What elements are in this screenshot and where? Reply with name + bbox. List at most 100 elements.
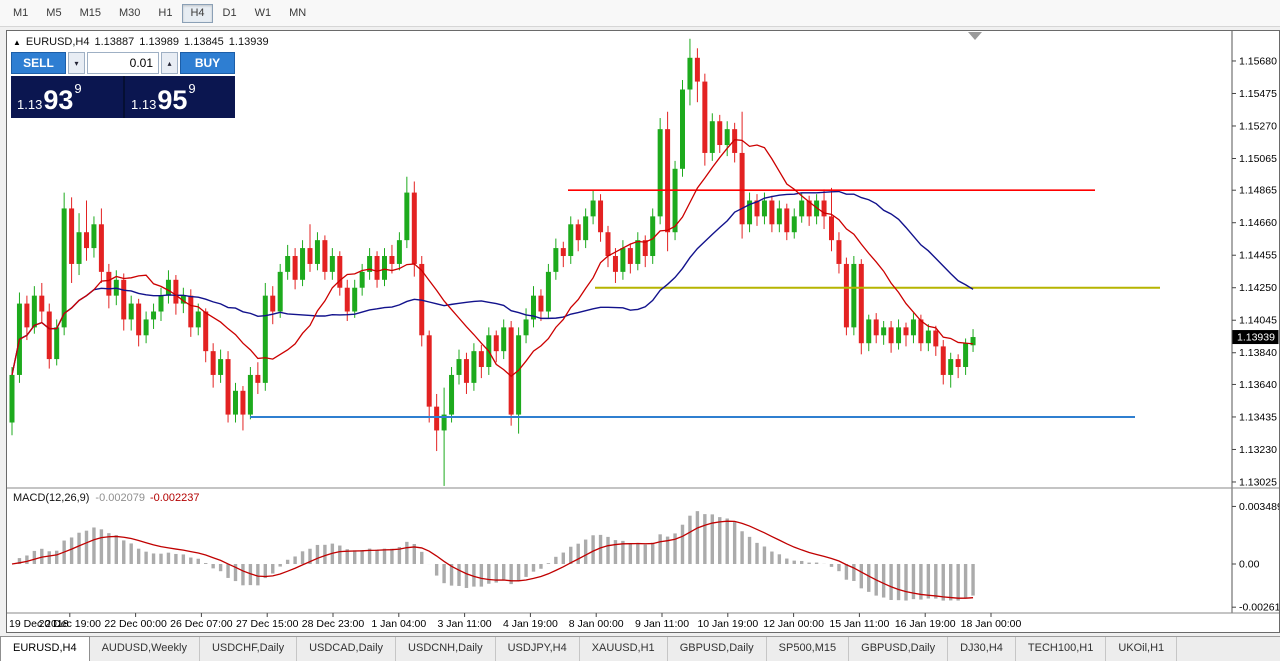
candle <box>948 359 954 375</box>
one-click-trading-panel: SELL ▾ 0.01 ▴ BUY 1.13 93 9 1.13 95 9 <box>11 52 235 118</box>
volume-decrease-button[interactable]: ▾ <box>68 52 85 74</box>
timeframe-button-mn[interactable]: MN <box>281 4 314 23</box>
candle <box>270 295 276 312</box>
tab-usdcad-daily[interactable]: USDCAD,Daily <box>297 637 397 661</box>
tab-gbpusd-daily[interactable]: GBPUSD,Daily <box>849 637 949 661</box>
candle <box>31 295 37 328</box>
price-axis-label: 1.14660 <box>1239 217 1277 229</box>
candle <box>359 271 365 288</box>
price-axis-label: 1.15680 <box>1239 55 1277 67</box>
ohlc-high: 1.13989 <box>139 36 180 48</box>
candle <box>925 330 931 344</box>
candle <box>195 311 201 328</box>
buy-price-prefix: 1.13 <box>131 97 157 112</box>
candle <box>687 57 693 90</box>
candle <box>598 200 604 233</box>
candle <box>702 81 708 153</box>
candle <box>449 374 455 415</box>
sell-price-display[interactable]: 1.13 93 9 <box>11 76 123 118</box>
candle <box>329 256 335 272</box>
candle <box>665 129 671 233</box>
candle <box>441 414 447 431</box>
candle <box>322 240 328 272</box>
candle <box>352 287 358 312</box>
chart-shift-marker <box>968 32 982 40</box>
timeframe-button-w1[interactable]: W1 <box>247 4 280 23</box>
buy-button[interactable]: BUY <box>180 52 235 74</box>
buy-price-display[interactable]: 1.13 95 9 <box>123 76 235 118</box>
candle <box>761 200 767 217</box>
timeframe-button-d1[interactable]: D1 <box>215 4 245 23</box>
volume-increase-button[interactable]: ▴ <box>161 52 178 74</box>
candle <box>337 256 343 288</box>
candle <box>620 248 626 272</box>
current-price-tag: 1.13939 <box>1232 330 1279 345</box>
candle <box>121 279 127 320</box>
tab-usdchf-daily[interactable]: USDCHF,Daily <box>200 637 298 661</box>
time-axis-label: 22 Dec 00:00 <box>104 618 167 630</box>
tab-usdcnh-daily[interactable]: USDCNH,Daily <box>396 637 496 661</box>
candle <box>367 256 373 272</box>
volume-input[interactable]: 0.01 <box>87 52 159 74</box>
timeframe-button-h1[interactable]: H1 <box>150 4 180 23</box>
candle <box>829 216 834 241</box>
price-axis-label: 1.14455 <box>1239 250 1277 262</box>
candle <box>173 279 179 304</box>
candle <box>896 327 902 344</box>
candle <box>523 319 529 336</box>
trade-prices-row: 1.13 93 9 1.13 95 9 <box>11 76 235 118</box>
timeframe-button-m5[interactable]: M5 <box>38 4 69 23</box>
tab-tech100-h1[interactable]: TECH100,H1 <box>1016 637 1107 661</box>
candle <box>300 248 306 280</box>
candle <box>791 216 797 233</box>
tab-dj30-h4[interactable]: DJ30,H4 <box>948 637 1016 661</box>
tab-usdjpy-h4[interactable]: USDJPY,H4 <box>496 637 580 661</box>
candle <box>180 295 186 304</box>
price-axis-label: 1.13230 <box>1239 444 1277 456</box>
candle <box>91 224 97 249</box>
timeframe-button-h4[interactable]: H4 <box>182 4 213 23</box>
candle <box>247 374 253 415</box>
price-axis[interactable]: 1.15680 1.15475 1.15270 1.15065 1.14865 1.146… <box>1232 55 1277 488</box>
chart-canvas[interactable]: 1.15680 1.15475 1.15270 1.15065 1.14865 1.146… <box>7 31 1279 632</box>
candle <box>866 319 872 344</box>
candle <box>963 343 969 368</box>
sell-price-prefix: 1.13 <box>17 97 43 112</box>
macd-label: MACD(12,26,9) <box>13 492 90 504</box>
time-axis-label: 15 Jan 11:00 <box>829 618 889 630</box>
candle <box>903 327 909 336</box>
candle <box>717 121 723 146</box>
timeframe-button-m1[interactable]: M1 <box>5 4 36 23</box>
candle <box>396 240 402 264</box>
candle <box>143 319 149 336</box>
timeframe-button-m30[interactable]: M30 <box>111 4 148 23</box>
macd-axis-label: 0.00 <box>1239 559 1260 571</box>
candle <box>165 279 171 296</box>
candle <box>836 240 842 264</box>
sell-button[interactable]: SELL <box>11 52 66 74</box>
candle <box>635 240 641 264</box>
tab-sp500-m15[interactable]: SP500,M15 <box>767 637 850 661</box>
macd-indicator-header: MACD(12,26,9) -0.002079 -0.002237 <box>13 492 200 504</box>
sell-price-pipette: 9 <box>74 81 82 96</box>
candle <box>225 359 231 415</box>
tab-ukoil-h1[interactable]: UKOil,H1 <box>1106 637 1178 661</box>
tab-eurusd-h4[interactable]: EURUSD,H4 <box>0 636 90 661</box>
ohlc-low: 1.13845 <box>184 36 224 48</box>
candle <box>612 256 618 272</box>
candle <box>650 216 656 257</box>
tab-gbpusd-daily[interactable]: GBPUSD,Daily <box>668 637 767 661</box>
candle <box>627 248 633 264</box>
ma-fast-line <box>11 139 974 378</box>
tab-audusd-weekly[interactable]: AUDUSD,Weekly <box>90 637 200 661</box>
timeframe-button-m15[interactable]: M15 <box>72 4 109 23</box>
candle <box>970 337 976 346</box>
tab-xauusd-h1[interactable]: XAUUSD,H1 <box>580 637 668 661</box>
time-axis-label: 28 Dec 23:00 <box>302 618 365 630</box>
candle <box>680 89 685 169</box>
candle <box>151 311 157 320</box>
candle <box>538 295 544 312</box>
macd-main-value: -0.002079 <box>95 492 145 504</box>
trade-controls-row: SELL ▾ 0.01 ▴ BUY <box>11 52 235 74</box>
